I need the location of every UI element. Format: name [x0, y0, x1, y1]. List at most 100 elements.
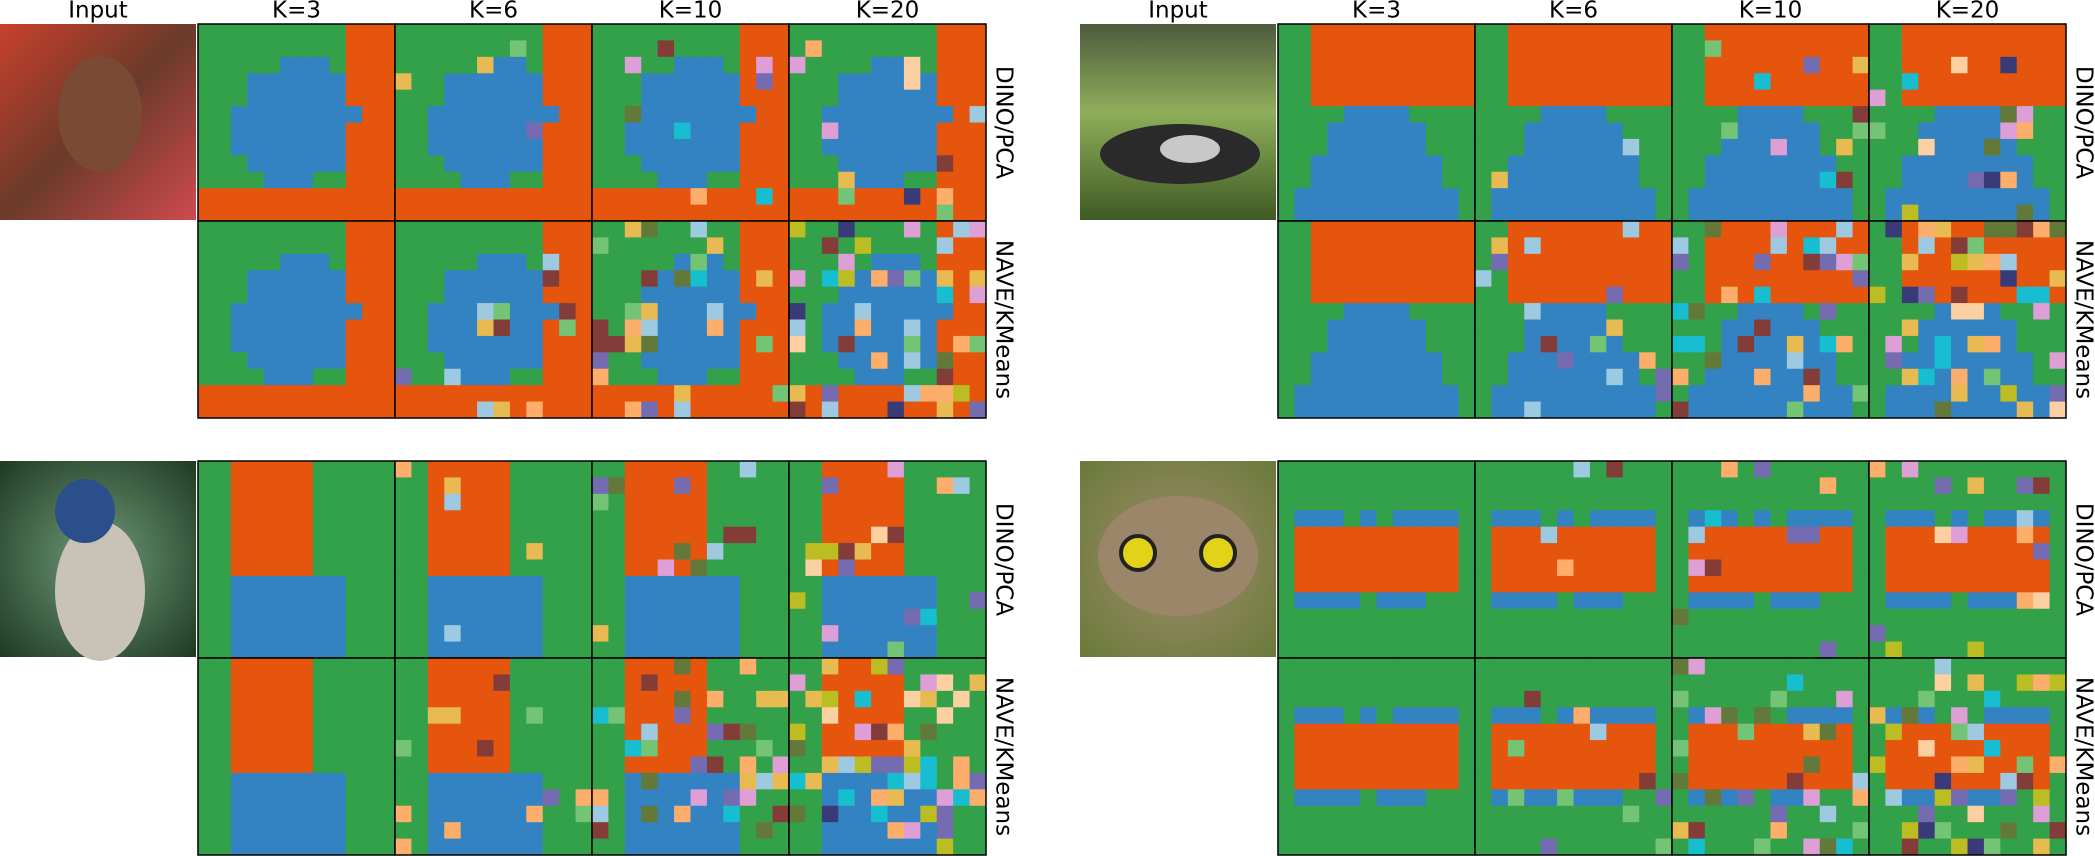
segment-cell — [1688, 253, 1706, 271]
segment-cell — [854, 822, 872, 840]
segment-cell — [1278, 352, 1295, 370]
segment-cell — [821, 138, 839, 156]
segment-cell — [772, 270, 790, 288]
segment-cell — [329, 608, 347, 626]
segment-cell — [1310, 461, 1328, 478]
segment-cell — [1951, 756, 1968, 774]
segment-cell — [657, 740, 675, 757]
segment-cell — [427, 608, 445, 626]
segment-cell — [854, 221, 872, 238]
segment-cell — [280, 707, 297, 725]
segment-cell — [624, 253, 642, 271]
segment-cell — [1934, 237, 1952, 255]
segment-cell — [1491, 319, 1509, 337]
segment-cell — [641, 559, 659, 577]
segment-cell — [575, 56, 593, 74]
segment-cell — [1557, 40, 1574, 58]
segment-cell — [345, 401, 363, 419]
segment-cell — [1704, 352, 1722, 370]
segment-cell — [230, 138, 248, 156]
segment-cell — [739, 89, 757, 107]
segment-cell — [329, 805, 347, 823]
segment-cell — [1934, 138, 1952, 156]
segment-cell — [296, 543, 314, 560]
segment-cell — [1754, 171, 1771, 189]
segment-cell — [789, 674, 806, 692]
segmentation-map — [788, 657, 987, 856]
segment-cell — [624, 625, 642, 643]
segment-cell — [1376, 73, 1394, 91]
segment-cell — [1688, 477, 1706, 495]
segment-cell — [821, 335, 839, 353]
segment-cell — [739, 608, 757, 626]
segment-cell — [526, 658, 544, 675]
segment-cell — [805, 188, 823, 206]
segment-cell — [575, 608, 593, 626]
segment-cell — [1310, 106, 1328, 123]
segment-cell — [1901, 171, 1919, 189]
segment-cell — [345, 789, 363, 807]
segment-cell — [1721, 122, 1739, 140]
segment-cell — [772, 543, 790, 560]
segment-cell — [1606, 73, 1624, 91]
segment-cell — [1688, 385, 1706, 403]
segment-cell — [1885, 608, 1903, 626]
segment-cell — [263, 155, 281, 173]
segment-cell — [542, 493, 560, 511]
segment-cell — [1540, 526, 1558, 544]
segment-cell — [674, 723, 691, 741]
segment-cell — [1589, 56, 1607, 74]
segment-cell — [1836, 674, 1854, 692]
segment-cell — [1836, 822, 1854, 840]
segment-cell — [592, 237, 609, 255]
segment-cell — [1409, 608, 1427, 626]
segment-cell — [1655, 723, 1673, 741]
segment-cell — [1409, 707, 1427, 725]
segment-cell — [509, 641, 527, 659]
segment-cell — [1294, 707, 1312, 725]
segment-cell — [1557, 641, 1574, 659]
segment-cell — [739, 40, 757, 58]
segment-cell — [1392, 73, 1410, 91]
segment-cell — [772, 253, 790, 271]
segment-cell — [1819, 368, 1837, 386]
segment-cell — [772, 559, 790, 577]
segment-cell — [2000, 674, 2018, 692]
segment-cell — [1491, 122, 1509, 140]
segment-cell — [887, 303, 905, 320]
segment-cell — [1442, 368, 1460, 386]
segment-cell — [1540, 625, 1558, 643]
segment-cell — [838, 385, 856, 403]
segment-cell — [362, 838, 380, 856]
segment-cell — [592, 401, 609, 419]
segment-cell — [2016, 707, 2034, 725]
segment-cell — [230, 204, 248, 222]
segment-cell — [674, 221, 691, 238]
segment-cell — [1310, 789, 1328, 807]
segment-cell — [378, 286, 396, 304]
segment-cell — [657, 368, 675, 386]
segment-cell — [280, 352, 297, 370]
segment-cell — [1934, 253, 1952, 271]
segment-cell — [493, 723, 511, 741]
segment-cell — [362, 477, 380, 495]
segment-cell — [1819, 171, 1837, 189]
segment-cell — [871, 155, 888, 173]
segment-cell — [1803, 575, 1821, 593]
segment-cell — [575, 477, 593, 495]
segment-cell — [460, 543, 478, 560]
segment-cell — [427, 204, 445, 222]
segment-cell — [1852, 690, 1870, 708]
segment-cell — [1819, 303, 1837, 320]
segment-cell — [706, 641, 724, 659]
segment-cell — [2033, 188, 2051, 206]
segment-cell — [575, 335, 593, 353]
segment-cell — [1770, 608, 1788, 626]
segment-cell — [1278, 461, 1295, 478]
segment-cell — [1655, 24, 1673, 41]
segment-cell — [493, 73, 511, 91]
owl-eye — [1199, 534, 1237, 572]
segment-cell — [247, 526, 265, 544]
segment-cell — [411, 805, 429, 823]
segment-cell — [2033, 592, 2051, 610]
